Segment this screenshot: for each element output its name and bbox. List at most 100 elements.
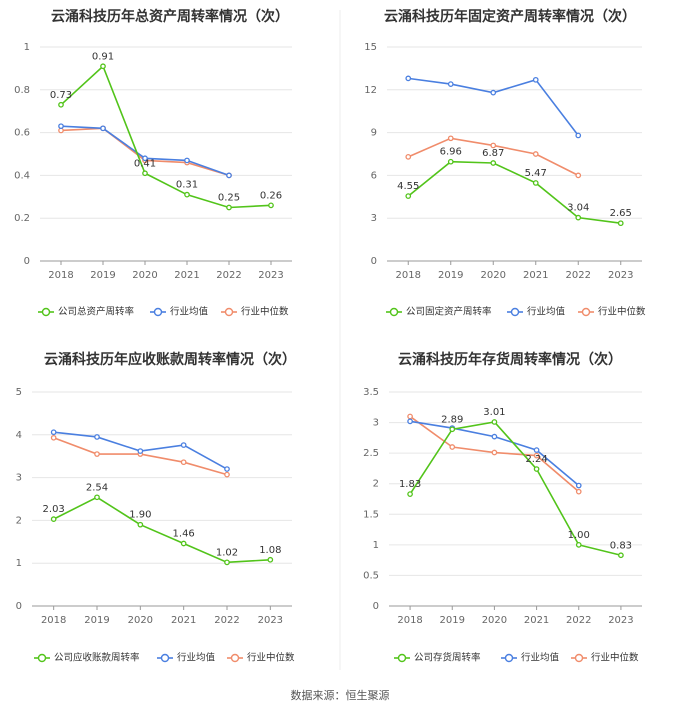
chart-0-series-industry_avg-point	[58, 123, 64, 130]
chart-2-legend-industry_avg-label[interactable]: 行业均值	[177, 652, 216, 664]
chart-3-series-company-point	[491, 419, 498, 425]
chart-3-legend-industry_avg-marker[interactable]	[504, 653, 514, 663]
chart-3-y-tick: 3	[373, 418, 379, 429]
chart-1-legend-industry_avg-marker[interactable]	[510, 307, 520, 317]
chart-1-series-industry_avg-point	[405, 75, 412, 82]
chart-3-series-industry_median-point	[491, 449, 498, 456]
chart-1-series-industry_avg-point	[575, 132, 582, 139]
chart-3-legend-industry_avg-label[interactable]: 行业均值	[521, 652, 560, 664]
chart-1-y-tick: 3	[371, 213, 377, 224]
chart-2-legend-company-label[interactable]: 公司应收账款周转率	[54, 652, 140, 664]
chart-3-legend-company-marker[interactable]	[397, 653, 407, 663]
chart-2-data-label: 1.02	[216, 547, 238, 558]
chart-3-series-industry_avg-point	[407, 418, 413, 425]
chart-0-x-tick: 2018	[48, 270, 73, 281]
chart-0-legend-industry_avg-label[interactable]: 行业均值	[170, 306, 209, 318]
chart-2-data-label: 2.54	[86, 482, 108, 493]
chart-1-legend-company-marker[interactable]	[389, 307, 399, 317]
chart-2-legend-industry_avg-marker[interactable]	[160, 653, 170, 663]
chart-0-legend-company-label[interactable]: 公司总资产周转率	[58, 306, 135, 318]
chart-0-data-label: 0.73	[50, 90, 72, 101]
chart-3-data-label: 0.83	[610, 540, 632, 551]
chart-1-y-tick: 15	[364, 42, 377, 53]
chart-0-data-label: 0.91	[92, 51, 114, 62]
chart-1-legend-industry_median-marker[interactable]	[581, 307, 591, 317]
chart-3-legend-company-label[interactable]: 公司存货周转率	[414, 652, 481, 664]
chart-3-y-tick: 1.5	[363, 509, 379, 520]
chart-3-series-industry_avg-point	[533, 447, 540, 453]
chart-1-series-company-point	[532, 180, 539, 186]
chart-0-data-label: 0.41	[134, 158, 156, 169]
chart-1-x-tick: 2020	[481, 270, 506, 281]
chart-2-series-company-point	[50, 516, 57, 522]
chart-0-legend-industry_avg-marker[interactable]	[153, 307, 163, 317]
chart-1-legend-industry_median-label[interactable]: 行业中位数	[598, 306, 646, 318]
chart-3-x-tick: 2023	[608, 615, 633, 626]
chart-2-series-industry_avg-point	[94, 434, 100, 440]
chart-0-y-tick: 0.6	[14, 128, 30, 139]
data-source-footer: 数据来源：恒生聚源	[290, 689, 390, 702]
chart-2-data-label: 1.90	[129, 510, 151, 521]
chart-2-x-tick: 2022	[214, 615, 239, 626]
chart-1-x-tick: 2019	[438, 270, 463, 281]
chart-2-legend-industry_median-label[interactable]: 行业中位数	[247, 652, 295, 664]
chart-0-series-company-point	[184, 191, 190, 198]
chart-0-legend-industry_median-marker[interactable]	[224, 307, 234, 317]
chart-3-legend-industry_median-label[interactable]: 行业中位数	[591, 652, 639, 664]
chart-0-legend-industry_median-label[interactable]: 行业中位数	[241, 306, 289, 318]
chart-0-title: 云涌科技历年总资产周转率情况（次）	[51, 8, 289, 25]
chart-1-x-tick: 2023	[608, 270, 633, 281]
chart-1-legend-industry_avg-label[interactable]: 行业均值	[527, 306, 566, 318]
chart-3-series-industry_avg-point	[575, 482, 582, 489]
chart-2-series-company-point	[180, 540, 187, 547]
chart-3-series-industry_median-point	[407, 413, 413, 420]
chart-3-data-label: 1.83	[399, 479, 421, 490]
chart-3-x-tick: 2022	[566, 615, 591, 626]
chart-3-series-company-point	[618, 552, 624, 559]
chart-0-x-tick: 2022	[216, 270, 241, 281]
chart-2-y-tick: 3	[16, 473, 22, 484]
chart-2-series-industry_median-point	[180, 459, 187, 466]
chart-0-series-company-point	[268, 202, 274, 209]
chart-0-series-company-point	[100, 63, 106, 70]
chart-2-series-company-point	[224, 559, 230, 566]
chart-3-series-company-line	[409, 421, 622, 557]
chart-2-series-industry_avg-point	[180, 442, 187, 448]
chart-3-legend-industry_median-marker[interactable]	[574, 653, 584, 663]
chart-3-y-tick: 0	[373, 601, 379, 612]
chart-3-data-label: 2.89	[441, 414, 463, 425]
chart-2-y-tick: 1	[16, 558, 22, 569]
chart-2-x-tick: 2021	[171, 615, 196, 626]
chart-0-x-tick: 2021	[174, 270, 199, 281]
chart-1-series-industry_median-point	[575, 172, 582, 179]
chart-1-legend-company-label[interactable]: 公司固定资产周转率	[406, 306, 492, 318]
chart-2-y-tick: 5	[16, 387, 22, 398]
chart-1-series-company-point	[405, 193, 412, 199]
chart-2-y-tick: 2	[16, 515, 22, 526]
chart-0-x-tick: 2023	[258, 270, 283, 281]
chart-2-series-industry_avg-point	[50, 429, 57, 436]
chart-2-data-label: 2.03	[43, 504, 65, 515]
chart-3-title: 云涌科技历年存货周转率情况（次）	[398, 351, 622, 368]
chart-1-series-industry_median-point	[532, 151, 539, 157]
chart-3-x-tick: 2018	[397, 615, 422, 626]
chart-0-series-company-line	[60, 64, 272, 209]
chart-1-series-company-point	[447, 158, 454, 165]
chart-0-series-industry_avg-point	[184, 157, 190, 164]
chart-1-series-industry_median-point	[490, 142, 497, 149]
chart-2-series-company-point	[94, 494, 100, 501]
chart-3-data-label: 2.24	[525, 454, 547, 465]
chart-1-series-industry_avg-point	[490, 89, 497, 96]
chart-2-legend-industry_median-marker[interactable]	[230, 653, 240, 663]
chart-0-legend-company-marker[interactable]	[41, 307, 51, 317]
chart-2-legend-company-marker[interactable]	[37, 653, 47, 663]
chart-0-y-tick: 0.8	[14, 85, 30, 96]
chart-2-series-industry_median-point	[50, 434, 57, 441]
chart-0-series-industry_avg-point	[100, 125, 106, 132]
chart-1-series-industry_median-point	[447, 135, 454, 142]
chart-0-data-label: 0.26	[260, 190, 282, 201]
chart-2-x-tick: 2020	[128, 615, 153, 626]
chart-2-series-industry_median-point	[224, 471, 230, 478]
chart-2-title: 云涌科技历年应收账款周转率情况（次）	[44, 351, 296, 368]
chart-2-x-tick: 2023	[258, 615, 283, 626]
